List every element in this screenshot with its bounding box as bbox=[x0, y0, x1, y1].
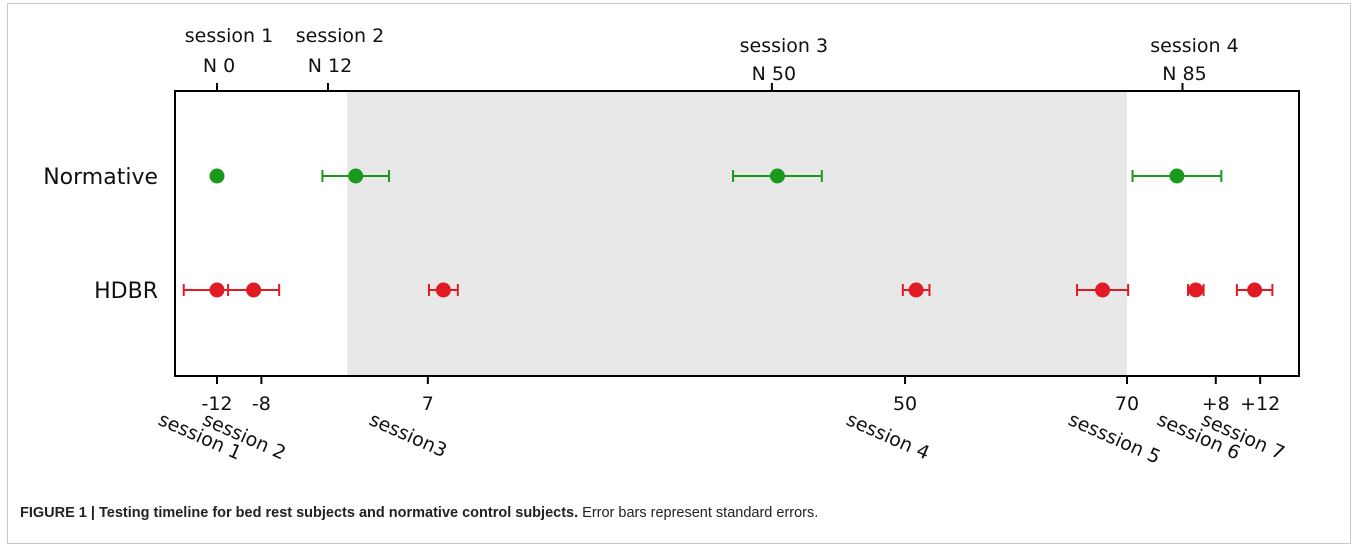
data-point bbox=[1076, 282, 1130, 298]
bottom-tick-label: -12 bbox=[201, 393, 232, 415]
data-point bbox=[1235, 282, 1274, 298]
top-n-label: N 12 bbox=[308, 55, 352, 77]
data-point bbox=[1187, 282, 1205, 298]
point-marker bbox=[1188, 282, 1204, 298]
data-point bbox=[901, 282, 931, 298]
top-session-label: session 4 bbox=[1150, 35, 1238, 57]
point-marker bbox=[348, 168, 364, 184]
data-point bbox=[209, 168, 225, 184]
point-marker bbox=[908, 282, 924, 298]
bottom-tick-label: 50 bbox=[893, 393, 917, 415]
point-marker bbox=[209, 282, 225, 298]
point-marker bbox=[769, 168, 785, 184]
data-points bbox=[182, 168, 1274, 298]
bottom-tick-label: +12 bbox=[1240, 393, 1280, 415]
top-n-label: N 0 bbox=[203, 55, 235, 77]
data-point bbox=[1131, 168, 1223, 184]
point-marker bbox=[246, 282, 262, 298]
row-label: HDBR bbox=[94, 279, 158, 304]
top-session-label: session 2 bbox=[296, 25, 384, 47]
data-point bbox=[227, 282, 281, 298]
point-marker bbox=[1095, 282, 1111, 298]
caption-title: FIGURE 1 | Testing timeline for bed rest… bbox=[20, 505, 579, 521]
bottom-session-label: session 4 bbox=[843, 408, 933, 464]
shaded-region bbox=[347, 91, 1127, 376]
bottom-tick-label: +8 bbox=[1202, 393, 1230, 415]
bottom-session-label: session3 bbox=[366, 408, 450, 462]
row-label: Normative bbox=[43, 165, 158, 190]
bottom-tick-label: 70 bbox=[1115, 393, 1139, 415]
top-session-axis: session 1 N 0 session 2 N 12 session 3 N 50 se… bbox=[185, 25, 1239, 91]
point-marker bbox=[209, 168, 225, 184]
top-n-label: N 85 bbox=[1162, 63, 1206, 85]
plot-area bbox=[174, 90, 1300, 377]
bottom-session-label: sesssion 5 bbox=[1065, 408, 1164, 468]
data-point bbox=[321, 168, 391, 184]
bed-rest-shaded-region bbox=[347, 91, 1127, 376]
top-session-label: session 1 bbox=[185, 25, 273, 47]
caption-text: Error bars represent standard errors. bbox=[578, 505, 819, 521]
point-marker bbox=[1169, 168, 1185, 184]
row-labels: Normative HDBR bbox=[43, 165, 158, 304]
bottom-tick-label: -8 bbox=[252, 393, 271, 415]
timeline-chart: session 1 N 0 session 2 N 12 session 3 N 50 se… bbox=[43, 25, 1300, 469]
data-point bbox=[427, 282, 459, 298]
bottom-tick-label: 7 bbox=[422, 393, 434, 415]
figure-caption: FIGURE 1 | Testing timeline for bed rest… bbox=[20, 505, 1340, 521]
top-session-label: session 3 bbox=[740, 35, 828, 57]
point-marker bbox=[1247, 282, 1263, 298]
top-n-label: N 50 bbox=[752, 63, 796, 85]
data-point bbox=[732, 168, 823, 184]
point-marker bbox=[435, 282, 451, 298]
